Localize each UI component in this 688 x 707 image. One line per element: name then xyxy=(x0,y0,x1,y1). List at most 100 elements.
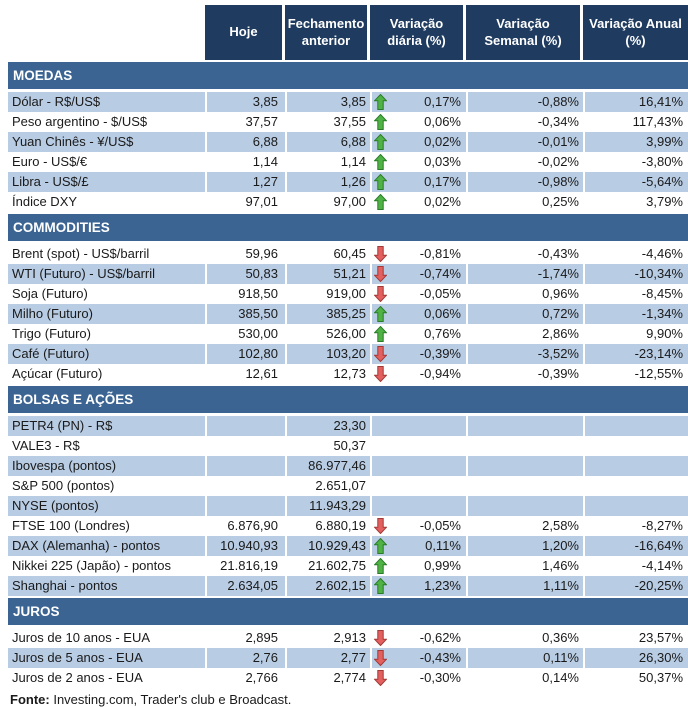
instrument-label: Trigo (Futuro) xyxy=(12,326,91,341)
variacao-semanal-value: 1,46% xyxy=(466,556,583,576)
variacao-semanal-value: -0,02% xyxy=(466,152,583,172)
fechamento-anterior-value: 3,85 xyxy=(285,92,370,112)
section-header-moedas: MOEDAS xyxy=(8,62,688,89)
variacao-diaria-cell: 0,17% xyxy=(370,172,466,192)
variacao-semanal-value: -0,98% xyxy=(466,172,583,192)
instrument-label: Juros de 10 anos - EUA xyxy=(12,630,151,645)
variacao-diaria-cell xyxy=(370,456,466,476)
trend-icon-slot xyxy=(374,172,389,192)
hoje-value: 12,61 xyxy=(205,364,285,384)
variacao-diaria-value: 0,17% xyxy=(424,94,461,109)
fechamento-anterior-value: 2,913 xyxy=(285,628,370,648)
table-body: MOEDAS Dólar - R$/US$ 3,85 3,85 0,17% -0,88% 1… xyxy=(8,62,688,688)
fechamento-anterior-value: 60,45 xyxy=(285,244,370,264)
hoje-value: 37,57 xyxy=(205,112,285,132)
hoje-value: 918,50 xyxy=(205,284,285,304)
fechamento-anterior-value: 50,37 xyxy=(285,436,370,456)
variacao-anual-value: 3,99% xyxy=(583,132,688,152)
fechamento-anterior-value: 37,55 xyxy=(285,112,370,132)
table-row: NYSE (pontos) 11.943,29 xyxy=(8,496,688,516)
source-text: Investing.com, Trader's club e Broadcast… xyxy=(49,692,292,707)
variacao-diaria-cell xyxy=(370,436,466,456)
table-row: Brent (spot) - US$/barril 59,96 60,45 -0,81… xyxy=(8,244,688,264)
variacao-anual-value: -23,14% xyxy=(583,344,688,364)
variacao-diaria-value: 0,06% xyxy=(424,306,461,321)
fechamento-anterior-value: 2,77 xyxy=(285,648,370,668)
fechamento-anterior-value: 51,21 xyxy=(285,264,370,284)
variacao-diaria-cell: -0,81% xyxy=(370,244,466,264)
table-header: Hoje Fechamento anterior Variação diária (… xyxy=(205,5,688,60)
instrument-label: Yuan Chinês - ¥/US$ xyxy=(12,134,134,149)
variacao-semanal-value: 1,20% xyxy=(466,536,583,556)
instrument-label: Índice DXY xyxy=(12,194,78,209)
instrument-label: Dólar - R$/US$ xyxy=(12,94,101,109)
variacao-diaria-cell: -0,39% xyxy=(370,344,466,364)
trend-icon-slot xyxy=(374,576,389,596)
hoje-value: 2.634,05 xyxy=(205,576,285,596)
hoje-value: 1,14 xyxy=(205,152,285,172)
variacao-anual-value: 16,41% xyxy=(583,92,688,112)
variacao-semanal-value: 0,25% xyxy=(466,192,583,212)
variacao-diaria-value xyxy=(389,416,466,436)
variacao-diaria-value: -0,43% xyxy=(419,650,461,665)
fechamento-anterior-value: 97,00 xyxy=(285,192,370,212)
variacao-diaria-cell xyxy=(370,496,466,516)
variacao-semanal-value: -0,43% xyxy=(466,244,583,264)
column-header-variacao-diaria: Variação diária (%) xyxy=(370,5,466,60)
fechamento-anterior-value: 1,26 xyxy=(285,172,370,192)
instrument-label: S&P 500 (pontos) xyxy=(12,478,115,493)
variacao-anual-value: -12,55% xyxy=(583,364,688,384)
instrument-label: Shanghai - pontos xyxy=(12,578,118,593)
hoje-value: 21.816,19 xyxy=(205,556,285,576)
variacao-semanal-value: -0,88% xyxy=(466,92,583,112)
variacao-semanal-value: -0,34% xyxy=(466,112,583,132)
variacao-semanal-value: 2,86% xyxy=(466,324,583,344)
variacao-anual-value: -3,80% xyxy=(583,152,688,172)
variacao-anual-value: -20,25% xyxy=(583,576,688,596)
fechamento-anterior-value: 2,774 xyxy=(285,668,370,688)
variacao-diaria-value xyxy=(389,476,466,496)
variacao-diaria-value: 0,02% xyxy=(424,194,461,209)
table-row: Dólar - R$/US$ 3,85 3,85 0,17% -0,88% 16,41% xyxy=(8,92,688,112)
down-arrow-icon xyxy=(374,518,387,534)
variacao-semanal-value: 2,58% xyxy=(466,516,583,536)
variacao-anual-value xyxy=(583,496,688,516)
hoje-value: 2,895 xyxy=(205,628,285,648)
variacao-diaria-value: 0,06% xyxy=(424,114,461,129)
variacao-diaria-value: 0,02% xyxy=(424,134,461,149)
variacao-diaria-value: 0,99% xyxy=(424,558,461,573)
table-row: Euro - US$/€ 1,14 1,14 0,03% -0,02% -3,80% xyxy=(8,152,688,172)
table-row: Café (Futuro) 102,80 103,20 -0,39% -3,52% -23… xyxy=(8,344,688,364)
fechamento-anterior-value: 6,88 xyxy=(285,132,370,152)
section-header-commodities: COMMODITIES xyxy=(8,214,688,241)
table-row: Juros de 2 anos - EUA 2,766 2,774 -0,30% 0,1… xyxy=(8,668,688,688)
source-label: Fonte: xyxy=(10,692,50,707)
variacao-diaria-cell: -0,94% xyxy=(370,364,466,384)
trend-icon-slot xyxy=(374,668,389,688)
variacao-semanal-value: 0,36% xyxy=(466,628,583,648)
trend-icon-slot xyxy=(374,112,389,132)
fechamento-anterior-value: 21.602,75 xyxy=(285,556,370,576)
table-row: VALE3 - R$ 50,37 xyxy=(8,436,688,456)
trend-icon-slot xyxy=(374,344,389,364)
table-row: Milho (Futuro) 385,50 385,25 0,06% 0,72% -1,3… xyxy=(8,304,688,324)
hoje-value: 102,80 xyxy=(205,344,285,364)
fechamento-anterior-value: 526,00 xyxy=(285,324,370,344)
up-arrow-icon xyxy=(374,174,387,190)
instrument-label: Juros de 5 anos - EUA xyxy=(12,650,143,665)
variacao-anual-value xyxy=(583,476,688,496)
instrument-label: Euro - US$/€ xyxy=(12,154,88,169)
variacao-diaria-cell: 0,76% xyxy=(370,324,466,344)
hoje-value: 3,85 xyxy=(205,92,285,112)
trend-icon-slot xyxy=(374,284,389,304)
variacao-diaria-cell: 0,11% xyxy=(370,536,466,556)
table-row: Ibovespa (pontos) 86.977,46 xyxy=(8,456,688,476)
instrument-label: Libra - US$/£ xyxy=(12,174,89,189)
instrument-label: DAX (Alemanha) - pontos xyxy=(12,538,161,553)
variacao-anual-value: 9,90% xyxy=(583,324,688,344)
instrument-label: PETR4 (PN) - R$ xyxy=(12,418,113,433)
trend-icon-slot xyxy=(374,92,389,112)
instrument-label: Açúcar (Futuro) xyxy=(12,366,103,381)
hoje-value: 2,76 xyxy=(205,648,285,668)
variacao-semanal-value: -3,52% xyxy=(466,344,583,364)
